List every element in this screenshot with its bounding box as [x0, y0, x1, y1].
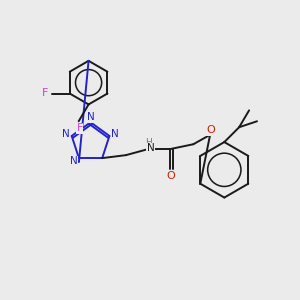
Text: N: N: [147, 143, 154, 153]
Text: N: N: [87, 112, 94, 122]
Text: N: N: [62, 129, 70, 139]
Text: F: F: [76, 123, 83, 133]
Text: F: F: [42, 88, 48, 98]
Text: H: H: [146, 138, 152, 147]
Text: O: O: [166, 171, 175, 181]
Text: N: N: [112, 129, 119, 139]
Text: O: O: [207, 125, 216, 135]
Text: N: N: [70, 156, 78, 166]
